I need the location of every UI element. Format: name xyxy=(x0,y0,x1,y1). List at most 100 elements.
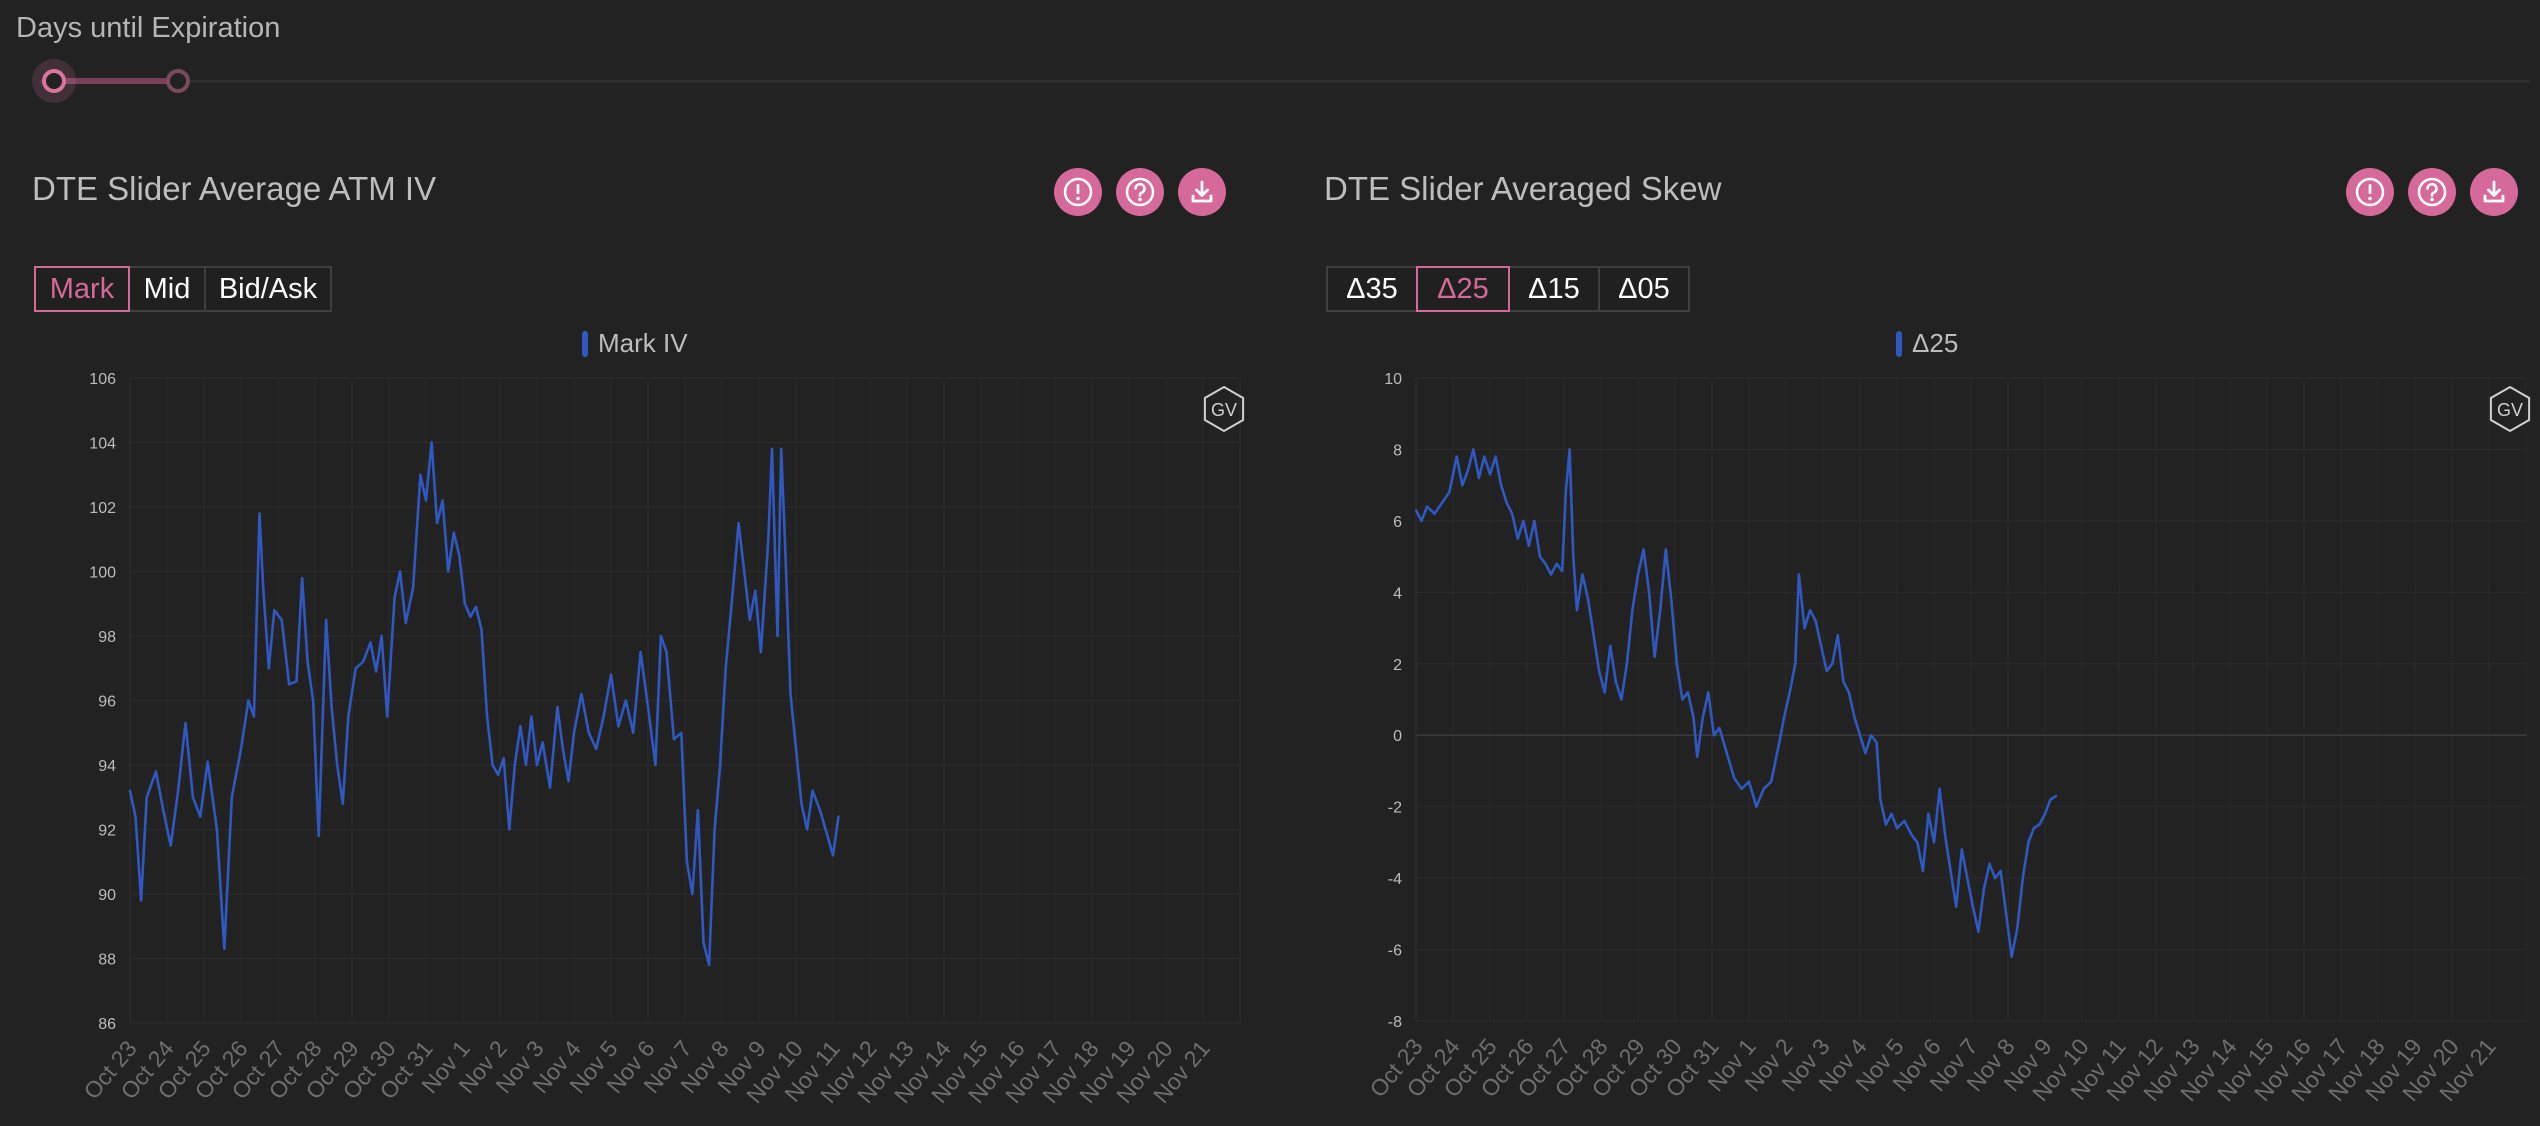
data-point xyxy=(1572,555,1575,558)
data-point xyxy=(354,667,357,670)
data-point xyxy=(731,586,735,589)
data-point xyxy=(1686,691,1690,694)
data-point xyxy=(1943,834,1947,837)
data-point xyxy=(1794,662,1797,665)
download-icon[interactable] xyxy=(2470,168,2518,216)
data-point xyxy=(1932,841,1936,844)
data-point xyxy=(273,609,276,612)
data-point xyxy=(1631,609,1634,612)
watermark-text: GV xyxy=(1211,400,1237,420)
data-point xyxy=(1448,491,1451,494)
data-point xyxy=(306,660,309,663)
data-point xyxy=(1581,573,1584,576)
y-tick-label: -8 xyxy=(1388,1014,1402,1031)
data-point xyxy=(654,763,657,767)
chart-legend[interactable]: Mark IV xyxy=(582,328,688,359)
data-point xyxy=(1869,734,1873,737)
data-point xyxy=(374,670,378,673)
data-point xyxy=(1511,512,1514,515)
data-point xyxy=(1982,887,1986,890)
data-point xyxy=(572,731,576,734)
data-point xyxy=(1938,787,1941,790)
data-point xyxy=(595,747,598,751)
data-point xyxy=(1455,455,1458,458)
data-point xyxy=(2004,912,2008,915)
data-point xyxy=(469,615,472,618)
data-point xyxy=(239,747,243,751)
data-point xyxy=(424,499,428,502)
data-point xyxy=(317,834,320,838)
data-point xyxy=(580,692,583,696)
data-point xyxy=(480,628,483,631)
y-tick-label: -2 xyxy=(1388,800,1402,817)
data-point xyxy=(1681,698,1684,701)
data-point xyxy=(230,796,233,799)
data-point xyxy=(776,634,779,638)
chart-legend[interactable]: Δ25 xyxy=(1896,328,1958,359)
data-point xyxy=(1466,469,1469,473)
y-tick-label: 6 xyxy=(1393,514,1402,531)
data-point xyxy=(805,828,809,831)
data-point xyxy=(1575,609,1579,612)
data-point xyxy=(393,596,396,599)
alert-icon[interactable] xyxy=(1054,168,1102,216)
data-point xyxy=(1988,862,1991,865)
data-point xyxy=(770,447,774,451)
data-point xyxy=(324,618,328,622)
data-point xyxy=(1555,562,1558,565)
delta-35-button[interactable]: Δ35 xyxy=(1326,266,1418,312)
data-point xyxy=(754,589,757,592)
data-point xyxy=(1955,905,1958,908)
data-point xyxy=(1890,812,1893,815)
alert-icon[interactable] xyxy=(2346,168,2394,216)
data-point xyxy=(1433,512,1436,515)
data-point xyxy=(2016,926,2019,930)
data-point xyxy=(767,538,770,541)
data-point xyxy=(2027,841,2030,844)
data-point xyxy=(199,815,202,818)
slider-max-thumb[interactable] xyxy=(166,69,190,93)
data-point xyxy=(502,757,505,760)
data-point xyxy=(311,699,315,702)
download-icon[interactable] xyxy=(1178,168,1226,216)
data-point xyxy=(176,789,180,792)
data-point xyxy=(411,586,415,589)
help-icon[interactable] xyxy=(1116,168,1164,216)
slider-min-thumb[interactable] xyxy=(42,69,66,93)
data-point xyxy=(134,815,137,818)
mid-button[interactable]: Mid xyxy=(128,266,206,312)
data-point xyxy=(1544,562,1547,565)
delta-25-button[interactable]: Δ25 xyxy=(1416,266,1510,312)
help-icon[interactable] xyxy=(2408,168,2456,216)
data-point xyxy=(691,892,694,896)
data-point xyxy=(1755,805,1758,808)
data-point xyxy=(162,809,165,812)
data-point xyxy=(1696,755,1699,758)
panel-title: DTE Slider Averaged Skew xyxy=(1324,170,1722,207)
data-point xyxy=(1903,819,1906,823)
data-point xyxy=(1993,876,1997,880)
data-point xyxy=(2010,955,2013,958)
mark-button[interactable]: Mark xyxy=(34,266,130,312)
delta-toggle: Δ35 Δ25 Δ15 Δ05 xyxy=(1326,266,1690,312)
data-point xyxy=(1916,841,1919,844)
data-point xyxy=(818,809,822,812)
delta-05-button[interactable]: Δ05 xyxy=(1598,266,1690,312)
data-point xyxy=(1549,573,1553,576)
data-point xyxy=(154,770,158,773)
data-point xyxy=(1625,662,1629,665)
y-tick-label: 98 xyxy=(98,629,116,646)
price-type-toggle: Mark Mid Bid/Ask xyxy=(34,266,332,312)
slider-track[interactable] xyxy=(40,80,2530,83)
data-point xyxy=(139,899,143,902)
data-point xyxy=(369,641,372,644)
bid-ask-button[interactable]: Bid/Ask xyxy=(204,266,332,312)
data-point xyxy=(1707,691,1710,694)
data-point xyxy=(1927,812,1930,815)
data-point xyxy=(713,828,716,831)
data-point xyxy=(811,789,814,792)
data-point xyxy=(145,796,148,799)
data-point xyxy=(609,673,613,676)
data-point xyxy=(380,634,383,638)
